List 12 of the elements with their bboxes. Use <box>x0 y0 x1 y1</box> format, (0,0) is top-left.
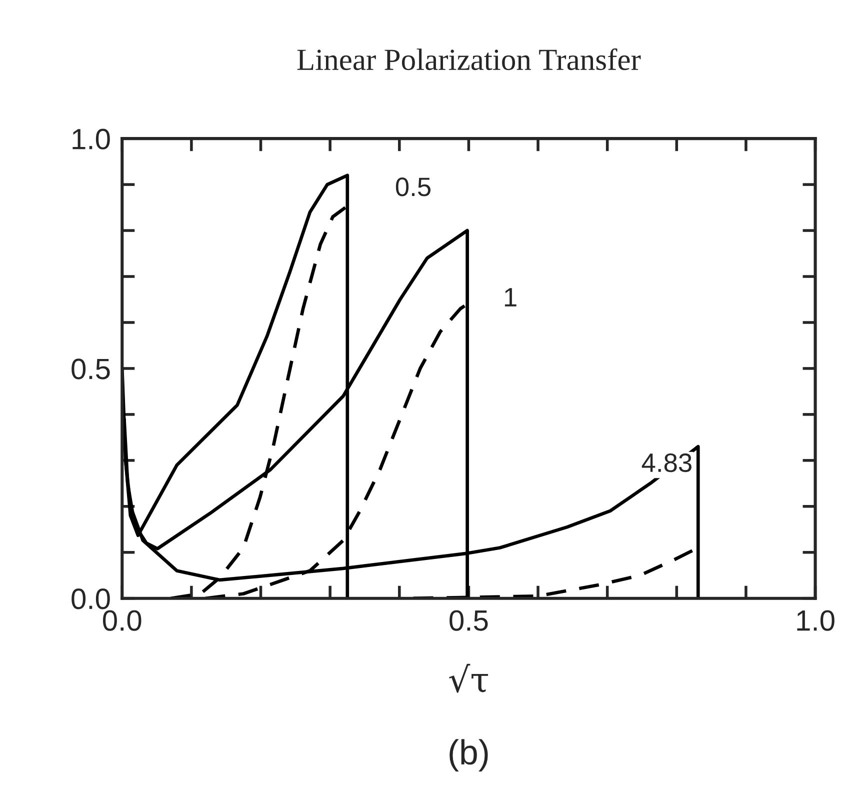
annotation: 0.5 <box>396 178 430 196</box>
y-tick-label: 0.0 <box>72 588 110 610</box>
annotation: 4.83 <box>642 453 692 472</box>
x-tick-label: 1.0 <box>797 610 834 631</box>
x-axis-title: √τ <box>449 664 488 693</box>
y-tick-label: 0.5 <box>72 358 110 380</box>
text: (b) <box>450 739 488 772</box>
chart-title: Linear Polarization Transfer <box>297 48 641 70</box>
annotation: 1 <box>504 288 516 306</box>
x-tick-label: 0.5 <box>450 610 488 631</box>
y-tick-label: 1.0 <box>72 128 110 150</box>
x-tick-label: 0.0 <box>102 610 142 631</box>
